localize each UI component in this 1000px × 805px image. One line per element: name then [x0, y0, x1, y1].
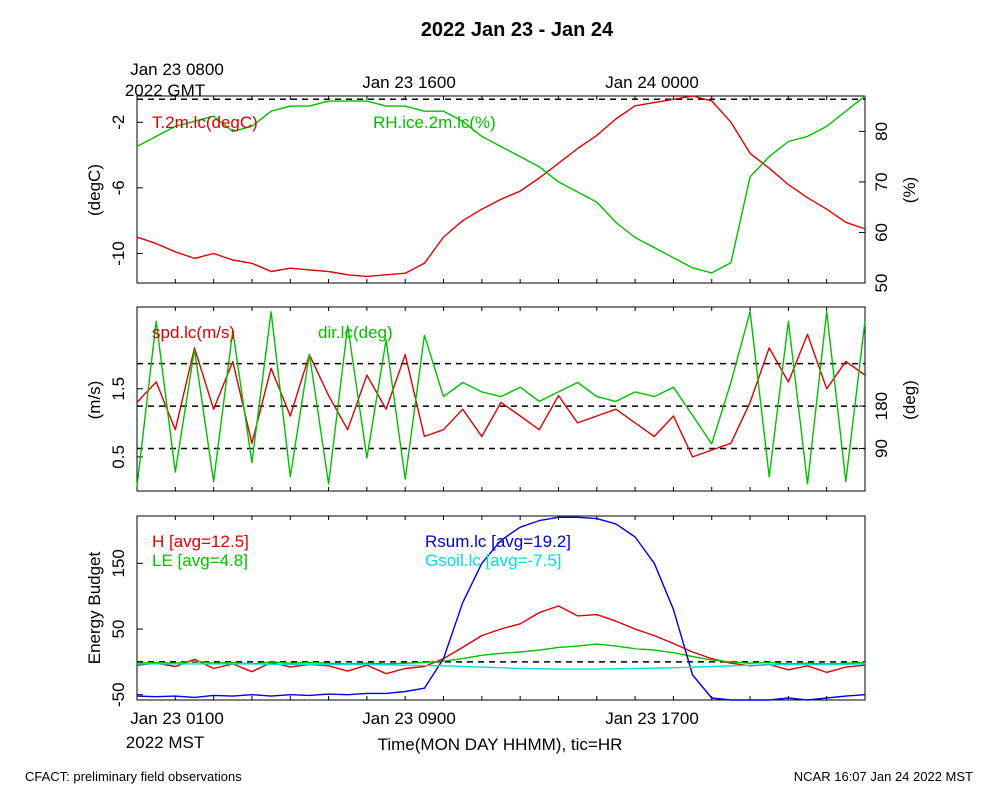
legend-wind-speed: spd.lc(m/s) — [152, 323, 235, 342]
bottom-axis-label-0900: Jan 23 0900 — [362, 709, 456, 728]
left-tick-label: -10 — [109, 241, 128, 266]
footer-right: NCAR 16:07 Jan 24 2022 MST — [794, 769, 973, 784]
series-line-rsum-lc — [136, 516, 866, 701]
panel2-right-axis-label: (deg) — [900, 380, 919, 420]
series-line-rh-ice-2m-lc — [136, 95, 866, 274]
panel-temperature-humidity: -10 -6 -2 50 60 70 80 (degC) (%) T.2m.lc(degC)… — [85, 95, 919, 293]
panel2-left-axis-label: (m/s) — [85, 381, 104, 420]
panel3-left-axis-label: Energy Budget — [85, 551, 104, 664]
panel1-frame — [136, 95, 866, 284]
x-axis-title: Time(MON DAY HHMM), tic=HR — [378, 735, 623, 754]
panel1-left-axis-label: (degC) — [85, 164, 104, 216]
legend-gsoil: Gsoil.lc [avg=-7.5] — [425, 551, 562, 570]
left-tick-label: 50 — [109, 620, 128, 639]
left-tick-label: -6 — [109, 180, 128, 195]
right-tick-label: 70 — [872, 172, 891, 191]
bottom-axis-start-line1: Jan 23 0100 — [130, 709, 224, 728]
panel-energy-budget: -50 50 150 Energy Budget H [avg=12.5] LE [… — [85, 515, 866, 707]
panel1-right-axis-label: (%) — [900, 177, 919, 203]
series-line-gsoil-lc — [137, 663, 866, 670]
footer-left: CFACT: preliminary field observations — [25, 769, 242, 784]
legend-temperature: T.2m.lc(degC) — [152, 113, 258, 132]
figure-title: 2022 Jan 23 - Jan 24 — [421, 19, 614, 41]
left-tick-label: 150 — [109, 549, 128, 577]
top-axis-label-1600: Jan 23 1600 — [362, 73, 456, 92]
right-tick-label: 80 — [872, 122, 891, 141]
top-axis-start-line2: 2022 GMT — [125, 81, 205, 100]
left-tick-label: 0.5 — [109, 445, 128, 469]
top-axis-start-line1: Jan 23 0800 — [130, 60, 224, 79]
bottom-axis-start-line2: 2022 MST — [126, 733, 204, 752]
legend-h: H [avg=12.5] — [152, 532, 249, 551]
bottom-axis-label-1700: Jan 23 1700 — [605, 709, 699, 728]
left-tick-label: 1.5 — [109, 377, 128, 401]
series-line-t-2m-lc-degc — [136, 95, 866, 278]
right-tick-label: 90 — [872, 439, 891, 458]
left-tick-label: -50 — [109, 682, 128, 707]
series-line-le — [136, 643, 866, 665]
right-tick-label: 60 — [872, 223, 891, 242]
right-tick-label: 180 — [872, 392, 891, 420]
right-tick-label: 50 — [872, 274, 891, 293]
panel-wind: 0.5 1.5 90 180 (m/s) (deg) spd.lc(m/s) dir.… — [85, 306, 919, 492]
series-line-dir-lc-deg — [136, 311, 866, 487]
legend-rsum: Rsum.lc [avg=19.2] — [425, 532, 571, 551]
legend-wind-direction: dir.lc(deg) — [318, 323, 393, 342]
panel3-frame — [136, 515, 866, 701]
legend-humidity: RH.ice.2m.lc(%) — [373, 113, 496, 132]
legend-le: LE [avg=4.8] — [152, 551, 248, 570]
series-line-spd-lc-m-s — [136, 333, 866, 458]
top-axis-label-0000: Jan 24 0000 — [605, 73, 699, 92]
left-tick-label: -2 — [109, 115, 128, 130]
panel2-frame — [136, 306, 866, 492]
